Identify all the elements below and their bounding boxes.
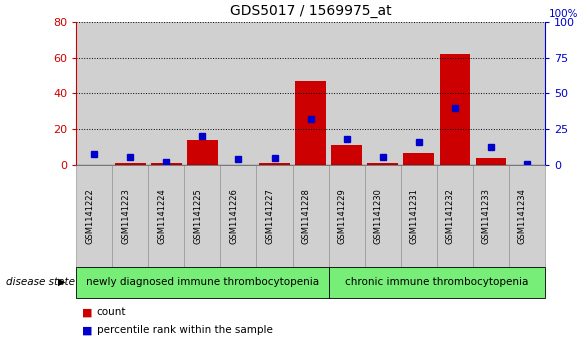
Text: GSM1141231: GSM1141231 bbox=[410, 188, 419, 244]
Bar bbox=[220, 22, 257, 165]
Text: GSM1141222: GSM1141222 bbox=[85, 188, 94, 244]
Bar bbox=[295, 81, 326, 165]
Text: GSM1141233: GSM1141233 bbox=[482, 188, 491, 244]
Bar bbox=[437, 22, 473, 165]
Text: GSM1141232: GSM1141232 bbox=[446, 188, 455, 244]
Bar bbox=[364, 22, 401, 165]
Text: 100%: 100% bbox=[549, 9, 578, 19]
Text: GSM1141223: GSM1141223 bbox=[121, 188, 130, 244]
Bar bbox=[476, 158, 506, 165]
Bar bbox=[331, 146, 362, 165]
Bar bbox=[509, 22, 545, 165]
Bar bbox=[148, 22, 185, 165]
Text: ■: ■ bbox=[82, 325, 93, 335]
Text: ▶: ▶ bbox=[58, 277, 65, 287]
Bar bbox=[259, 163, 290, 165]
Title: GDS5017 / 1569975_at: GDS5017 / 1569975_at bbox=[230, 4, 391, 18]
Text: percentile rank within the sample: percentile rank within the sample bbox=[97, 325, 272, 335]
Text: GSM1141224: GSM1141224 bbox=[157, 188, 166, 244]
Text: GSM1141230: GSM1141230 bbox=[374, 188, 383, 244]
Bar bbox=[76, 22, 113, 165]
Text: GSM1141229: GSM1141229 bbox=[338, 188, 347, 244]
Text: chronic immune thrombocytopenia: chronic immune thrombocytopenia bbox=[345, 277, 529, 287]
Bar bbox=[185, 22, 220, 165]
Bar bbox=[440, 54, 470, 165]
Bar bbox=[329, 22, 364, 165]
Text: GSM1141225: GSM1141225 bbox=[193, 188, 202, 244]
Text: GSM1141234: GSM1141234 bbox=[518, 188, 527, 244]
Bar bbox=[401, 22, 437, 165]
Text: count: count bbox=[97, 307, 126, 317]
Text: disease state: disease state bbox=[6, 277, 75, 287]
Bar bbox=[473, 22, 509, 165]
Bar bbox=[257, 22, 292, 165]
Text: newly diagnosed immune thrombocytopenia: newly diagnosed immune thrombocytopenia bbox=[86, 277, 319, 287]
Bar bbox=[151, 163, 182, 165]
Text: GSM1141228: GSM1141228 bbox=[302, 188, 311, 244]
Bar bbox=[292, 22, 329, 165]
Text: ■: ■ bbox=[82, 307, 93, 317]
Bar bbox=[367, 163, 398, 165]
Text: GSM1141227: GSM1141227 bbox=[265, 188, 274, 244]
Text: GSM1141226: GSM1141226 bbox=[230, 188, 239, 244]
Bar bbox=[113, 22, 148, 165]
Bar bbox=[115, 163, 145, 165]
Bar bbox=[187, 140, 218, 165]
Bar bbox=[403, 152, 434, 165]
